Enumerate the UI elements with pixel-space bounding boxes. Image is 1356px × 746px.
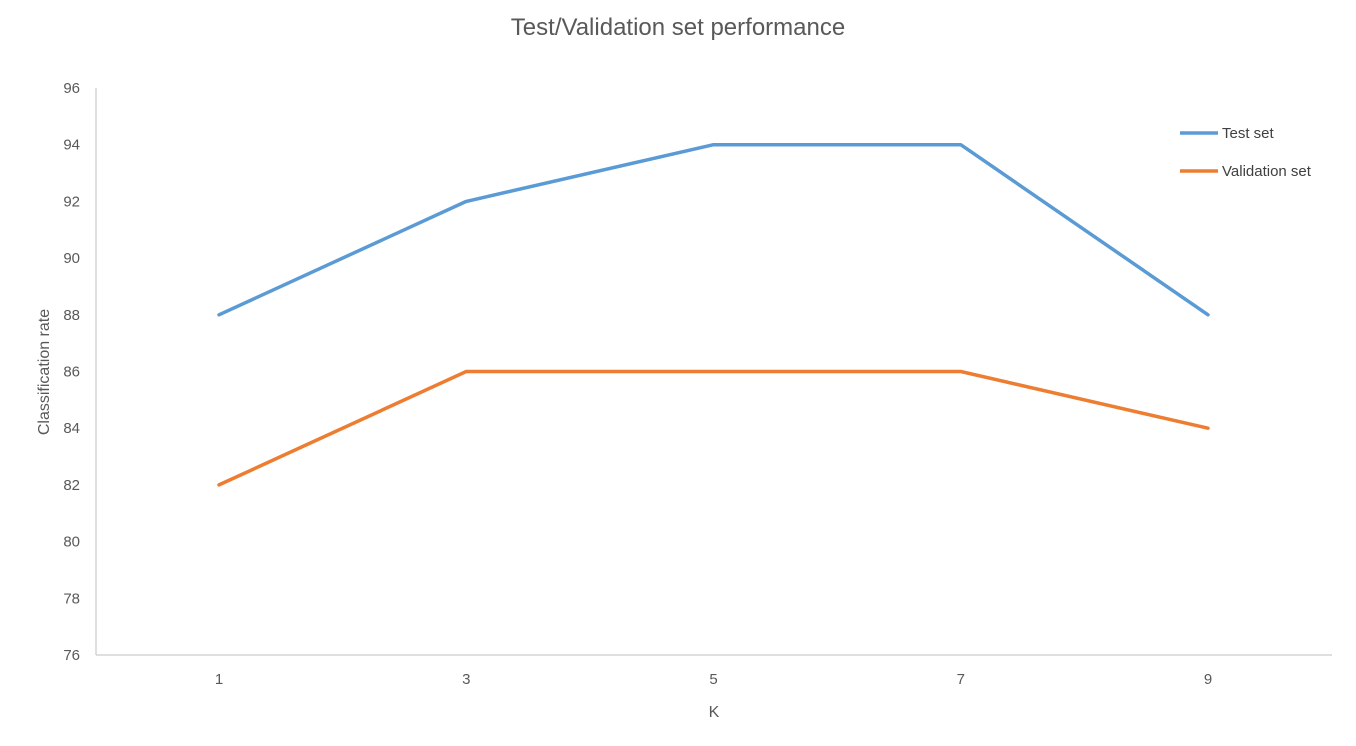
y-tick-label: 78: [63, 590, 80, 607]
y-tick-label: 92: [63, 193, 80, 210]
series-line-test-set: [217, 142, 1210, 317]
legend: Test set Validation set: [1180, 125, 1312, 180]
series-line-validation-set: [217, 369, 1210, 487]
axes: [95, 88, 1332, 656]
chart-title: Test/Validation set performance: [510, 14, 846, 41]
y-tick-label: 82: [63, 477, 80, 494]
x-tick-label: 3: [462, 671, 470, 688]
legend-label-test-set: Test set: [1222, 125, 1275, 142]
x-tick-labels: 1 3 5 7 9: [215, 671, 1212, 688]
x-axis-title: K: [709, 704, 720, 721]
y-tick-labels: 76 78 80 82 84 86 88 90 92 94 96: [63, 80, 80, 664]
y-tick-label: 86: [63, 364, 80, 381]
legend-label-validation-set: Validation set: [1222, 163, 1312, 180]
x-tick-label: 5: [709, 671, 717, 688]
y-axis-title: Classification rate: [36, 309, 53, 435]
y-tick-label: 80: [63, 534, 80, 551]
y-tick-label: 76: [63, 647, 80, 664]
y-tick-label: 88: [63, 307, 80, 324]
y-tick-label: 94: [63, 137, 80, 154]
y-tick-label: 90: [63, 250, 80, 267]
x-tick-label: 9: [1204, 671, 1212, 688]
y-tick-label: 96: [63, 80, 80, 97]
x-tick-label: 1: [215, 671, 223, 688]
x-tick-label: 7: [957, 671, 965, 688]
y-tick-label: 84: [63, 420, 80, 437]
series-lines: [217, 142, 1210, 487]
